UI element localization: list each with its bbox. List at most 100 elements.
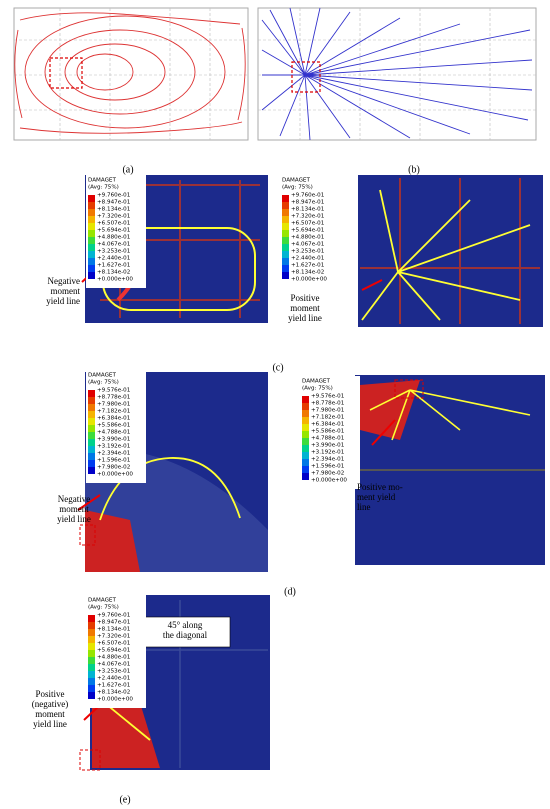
legend-swatch	[88, 411, 95, 418]
legend-value: +3.253e-01	[291, 249, 325, 255]
legend-swatch	[88, 453, 95, 460]
legend-value: +5.586e-01	[311, 429, 345, 435]
panel-label: (e)	[119, 794, 130, 805]
legend-value: +1.596e-01	[311, 464, 345, 470]
legend-swatch	[302, 452, 309, 459]
legend-value: +4.880e-01	[291, 235, 325, 241]
legend-value: +4.788e-01	[97, 430, 131, 436]
legend-value: +9.576e-01	[311, 394, 345, 400]
legend-value: +7.320e-01	[97, 634, 131, 640]
legend-value: +3.192e-01	[311, 450, 345, 456]
legend-title: DAMAGET	[88, 178, 116, 184]
legend-swatch	[88, 258, 95, 265]
legend-value: +8.947e-01	[291, 200, 325, 206]
legend-swatch	[282, 230, 289, 237]
annotation: Positive	[290, 293, 319, 303]
panel-label: (d)	[284, 586, 296, 597]
legend-value: +9.576e-01	[97, 388, 131, 394]
annotation: yield line	[288, 313, 322, 323]
legend-value: +7.320e-01	[97, 214, 131, 220]
legend-swatch	[88, 230, 95, 237]
legend-subtitle: (Avg: 75%)	[88, 380, 119, 386]
legend-value: +2.440e-01	[97, 256, 131, 262]
annotation: line	[357, 502, 371, 512]
legend-swatch	[88, 202, 95, 209]
legend-value: +2.440e-01	[97, 676, 131, 682]
legend-value: +3.192e-01	[97, 444, 131, 450]
legend-value: +5.694e-01	[291, 228, 325, 234]
legend-swatch	[88, 251, 95, 258]
legend-value: +1.596e-01	[97, 458, 131, 464]
legend-swatch	[282, 265, 289, 272]
legend-swatch	[282, 258, 289, 265]
annotation: moment	[59, 504, 89, 514]
legend-swatch	[88, 657, 95, 664]
legend-value: +8.947e-01	[97, 200, 131, 206]
legend-value: +0.000e+00	[97, 472, 133, 478]
annotation: Positive	[35, 689, 64, 699]
legend-value: +3.990e-01	[311, 443, 345, 449]
annotation: Negative	[58, 494, 90, 504]
panel-b-plate	[257, 7, 537, 141]
panel-label: (c)	[272, 362, 283, 373]
legend-value: +2.394e-01	[97, 451, 131, 457]
legend-value: +7.980e-02	[311, 471, 344, 477]
legend-swatch	[302, 466, 309, 473]
legend-value: +8.134e-01	[291, 207, 325, 213]
legend-swatch	[302, 424, 309, 431]
legend-swatch	[88, 265, 95, 272]
legend-value: +1.627e-01	[97, 683, 131, 689]
legend-value: +6.507e-01	[97, 221, 131, 227]
panel-c-right-plate	[358, 175, 543, 327]
legend-swatch	[282, 202, 289, 209]
legend-box	[86, 175, 146, 288]
panel-a-plate	[13, 7, 249, 141]
legend-title: DAMAGET	[282, 178, 310, 184]
legend-value: +7.980e-01	[97, 402, 131, 408]
legend-swatch	[88, 467, 95, 474]
legend-swatch	[88, 195, 95, 202]
legend-swatch	[302, 431, 309, 438]
legend-box	[300, 376, 360, 489]
legend-swatch	[302, 459, 309, 466]
legend-swatch	[302, 445, 309, 452]
legend-value: +8.134e-01	[97, 207, 131, 213]
annotation: yield line	[33, 719, 67, 729]
legend-value: +0.000e+00	[97, 697, 133, 703]
legend-swatch	[88, 671, 95, 678]
legend-value: +4.788e-01	[311, 436, 345, 442]
annotation: Positive mo-	[357, 482, 403, 492]
legend-value: +9.760e-01	[97, 613, 131, 619]
legend-subtitle: (Avg: 75%)	[302, 386, 333, 392]
annotation: moment	[290, 303, 320, 313]
legend-value: +1.627e-01	[291, 263, 325, 269]
legend-swatch	[302, 438, 309, 445]
legend-value: +3.253e-01	[97, 669, 131, 675]
legend-swatch	[88, 692, 95, 699]
legend-value: +1.627e-01	[97, 263, 131, 269]
legend-swatch	[88, 664, 95, 671]
legend-box	[86, 595, 146, 708]
legend-swatch	[88, 460, 95, 467]
legend-value: +7.182e-01	[311, 415, 345, 421]
legend-value: +4.067e-01	[97, 662, 131, 668]
annotation: ment yield	[357, 492, 396, 502]
legend-swatch	[282, 244, 289, 251]
legend-value: +6.384e-01	[311, 422, 345, 428]
legend-swatch	[88, 678, 95, 685]
legend-swatch	[88, 237, 95, 244]
annotation: moment	[35, 709, 65, 719]
legend-value: +8.778e-01	[311, 401, 345, 407]
legend-value: +3.253e-01	[97, 249, 131, 255]
legend-value: +2.394e-01	[311, 457, 345, 463]
legend-swatch	[88, 650, 95, 657]
legend-value: +4.067e-01	[97, 242, 131, 248]
legend-swatch	[88, 622, 95, 629]
legend-value: +7.980e-02	[97, 465, 130, 471]
legend-swatch	[302, 403, 309, 410]
legend-value: +0.000e+00	[311, 478, 347, 484]
legend-title: DAMAGET	[302, 379, 330, 385]
legend-swatch	[88, 244, 95, 251]
legend-swatch	[88, 223, 95, 230]
legend-swatch	[88, 272, 95, 279]
